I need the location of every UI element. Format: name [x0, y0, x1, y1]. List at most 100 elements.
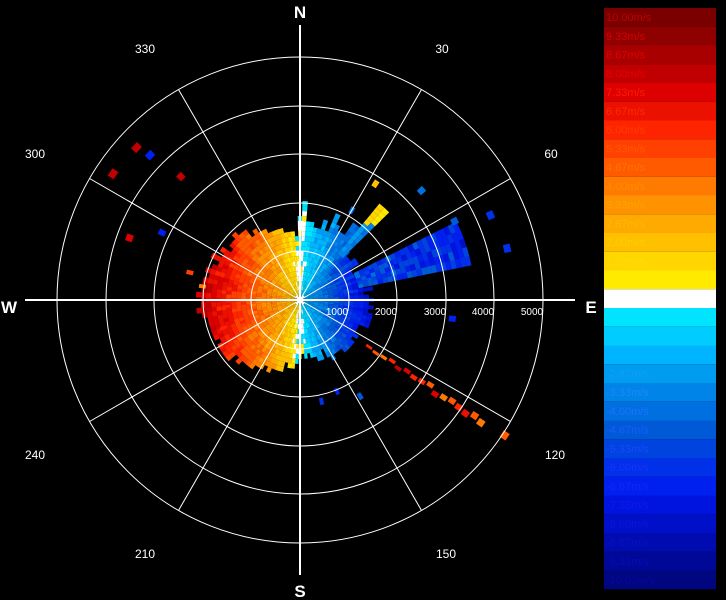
- echo-gate: [337, 257, 343, 263]
- echo-gate: [242, 350, 250, 358]
- echo-gate: [245, 338, 252, 345]
- echo-gate: [342, 338, 349, 345]
- echo-gate: [308, 327, 312, 333]
- echo-gate: [251, 274, 257, 279]
- echo-gate: [206, 292, 212, 298]
- echo-gate: [351, 325, 358, 331]
- echo-gate: [279, 323, 284, 329]
- echo-gate: [231, 308, 238, 313]
- echo-gate: [216, 301, 222, 307]
- echo-gate: [305, 343, 309, 349]
- echo-gate: [330, 322, 337, 327]
- legend-swatch: [604, 364, 716, 383]
- echo-gate: [305, 306, 310, 312]
- echo-gate: [231, 290, 237, 296]
- legend-swatch: [604, 101, 716, 121]
- echo-gate: [286, 321, 290, 327]
- echo-gate: [382, 262, 389, 269]
- echo-gate: [330, 245, 337, 252]
- echo-gate: [358, 301, 364, 306]
- echo-gate: [317, 266, 323, 272]
- echo-gate: [196, 307, 202, 314]
- echo-gate: [323, 300, 329, 303]
- legend-label: -4.00m/s: [606, 406, 649, 418]
- echo-gate: [403, 259, 410, 268]
- echo-gate: [313, 282, 318, 287]
- echo-gate: [306, 306, 311, 311]
- echo-gate: [350, 234, 358, 241]
- echo-gate: [258, 249, 265, 256]
- echo-gate: [333, 306, 339, 310]
- echo-gate: [318, 321, 324, 326]
- echo-gate: [358, 288, 364, 293]
- echo-gate: [269, 312, 275, 317]
- echo-gate: [301, 291, 304, 297]
- echo-gate: [391, 258, 399, 266]
- echo-gate: [362, 308, 369, 313]
- echo-gate: [221, 289, 227, 295]
- echo-gate: [287, 246, 292, 253]
- echo-gate: [301, 291, 303, 297]
- echo-gate: [309, 321, 313, 327]
- echo-gate: [252, 228, 259, 235]
- echo-gate: [317, 306, 323, 310]
- echo-gate: [341, 241, 349, 248]
- echo-gate: [340, 325, 347, 331]
- echo-gate: [311, 257, 315, 264]
- echo-gate: [262, 228, 269, 235]
- echo-gate: [291, 236, 296, 242]
- echo-gate: [335, 331, 342, 338]
- echo-gate: [236, 291, 242, 296]
- echo-gate: [267, 319, 274, 324]
- echo-gate: [276, 274, 282, 279]
- echo-gate: [269, 340, 275, 347]
- echo-gate: [258, 262, 265, 269]
- echo-gate: [303, 338, 306, 344]
- echo-gate: [278, 254, 284, 261]
- echo-gate: [373, 207, 382, 216]
- echo-gate: [330, 264, 336, 270]
- echo-gate: [261, 294, 267, 298]
- echo-gate: [363, 301, 369, 306]
- echo-gate: [275, 332, 280, 338]
- echo-gate: [312, 313, 317, 319]
- legend-label: -1.33m/s: [606, 331, 649, 343]
- echo-gate: [312, 227, 318, 233]
- echo-gate: [296, 303, 299, 309]
- bearing-spoke: [299, 299, 422, 511]
- echo-gate: [253, 261, 259, 268]
- legend-label: 4.00m/s: [606, 181, 646, 193]
- legend-label: 0.00m/s: [606, 293, 646, 305]
- echo-gate: [282, 304, 288, 308]
- echo-gate: [340, 252, 347, 258]
- echo-gate: [343, 248, 350, 255]
- echo-gate: [327, 308, 333, 312]
- echo-gate: [255, 276, 262, 282]
- echo-gate: [311, 232, 317, 238]
- echo-gate: [277, 322, 283, 327]
- echo-gate: [376, 259, 383, 267]
- legend-swatch: [604, 8, 716, 27]
- echo-gate: [243, 257, 250, 264]
- echo-gate: [288, 267, 292, 273]
- echo-gate: [268, 268, 274, 274]
- echo-gate: [229, 242, 237, 249]
- echo-gate: [309, 310, 314, 315]
- legend-swatch: [604, 158, 716, 177]
- echo-gate: [309, 285, 314, 290]
- echo-gate: [249, 266, 256, 272]
- echo-gate: [274, 318, 279, 324]
- echo-gate: [454, 402, 464, 412]
- echo-gate: [247, 261, 254, 267]
- echo-gate: [321, 309, 327, 313]
- echo-gate: [353, 304, 359, 308]
- echo-gate: [284, 247, 289, 253]
- echo-gate: [348, 263, 355, 270]
- echo-gate: [283, 307, 289, 311]
- echo-gate: [313, 276, 318, 281]
- echo-gate: [248, 362, 256, 370]
- echo-gate: [314, 329, 319, 336]
- echo-gate: [294, 333, 298, 339]
- echo-gate: [407, 257, 415, 266]
- echo-gate: [255, 327, 262, 333]
